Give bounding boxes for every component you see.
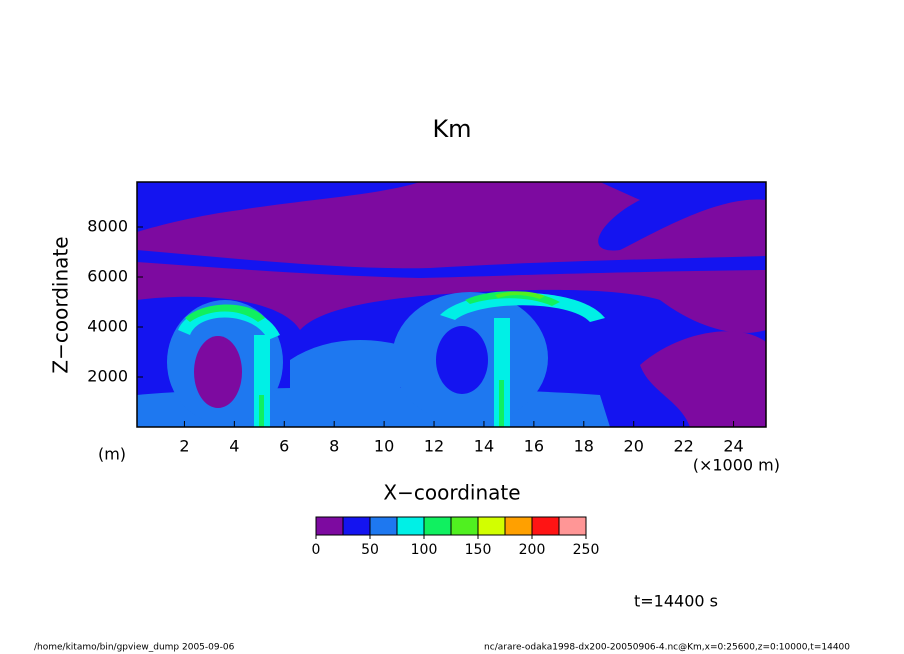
y-axis-label: Z−coordinate	[49, 236, 73, 373]
colorbar-label: 50	[361, 542, 379, 558]
x-tick-label: 4	[229, 437, 239, 456]
colorbar-box	[342, 516, 371, 536]
chart-title: Km	[432, 115, 471, 143]
contour-region	[137, 182, 420, 232]
colorbar-box	[558, 516, 587, 536]
y-tick-label: 8000	[87, 217, 128, 236]
x-unit: (×1000 m)	[693, 456, 780, 475]
x-tick-label: 22	[673, 437, 693, 456]
x-tick-label: 18	[574, 437, 594, 456]
colorbar-label: 150	[465, 542, 492, 558]
x-tick-label: 24	[723, 437, 743, 456]
colorbar-label: 200	[519, 542, 546, 558]
colorbar-box	[477, 516, 506, 536]
contour-region	[137, 250, 766, 278]
colorbar-box	[504, 516, 533, 536]
x-tick-label: 8	[329, 437, 339, 456]
colorbar-box	[369, 516, 398, 536]
contour-region	[436, 326, 488, 394]
y-tick-label: 2000	[87, 367, 128, 386]
contour-region	[259, 395, 264, 427]
x-tick-label: 14	[474, 437, 494, 456]
colorbar-box	[450, 516, 479, 536]
footer-left: /home/kitamo/bin/gpview_dump 2005-09-06	[34, 643, 235, 653]
colorbar-label: 250	[573, 542, 600, 558]
x-tick-label: 12	[424, 437, 444, 456]
x-tick-label: 2	[179, 437, 189, 456]
contour-region	[290, 340, 400, 400]
contour-region	[640, 331, 766, 427]
contour-region	[598, 182, 766, 251]
contour-region	[185, 304, 265, 322]
x-tick-label: 20	[624, 437, 644, 456]
y-tick-label: 6000	[87, 267, 128, 286]
y-unit: (m)	[98, 445, 126, 464]
contour-region	[499, 380, 504, 427]
contour-field	[137, 182, 766, 427]
colorbar-box	[396, 516, 425, 536]
colorbar-label: 0	[312, 542, 321, 558]
colorbar-box	[531, 516, 560, 536]
x-tick-label: 16	[524, 437, 544, 456]
y-tick-label: 4000	[87, 317, 128, 336]
contour-region	[254, 335, 270, 427]
footer-right: nc/arare-odaka1998-dx200-20050906-4.nc@K…	[484, 643, 850, 653]
time-label: t=14400 s	[634, 592, 718, 611]
colorbar-box	[315, 516, 344, 536]
contour-region	[194, 336, 242, 408]
plot-frame	[136, 181, 767, 428]
contour-region	[494, 318, 510, 427]
x-tick-label: 6	[279, 437, 289, 456]
colorbar-label: 100	[411, 542, 438, 558]
x-axis-label: X−coordinate	[383, 481, 520, 505]
contour-region	[495, 291, 545, 299]
colorbar-box	[423, 516, 452, 536]
x-tick-label: 10	[374, 437, 394, 456]
